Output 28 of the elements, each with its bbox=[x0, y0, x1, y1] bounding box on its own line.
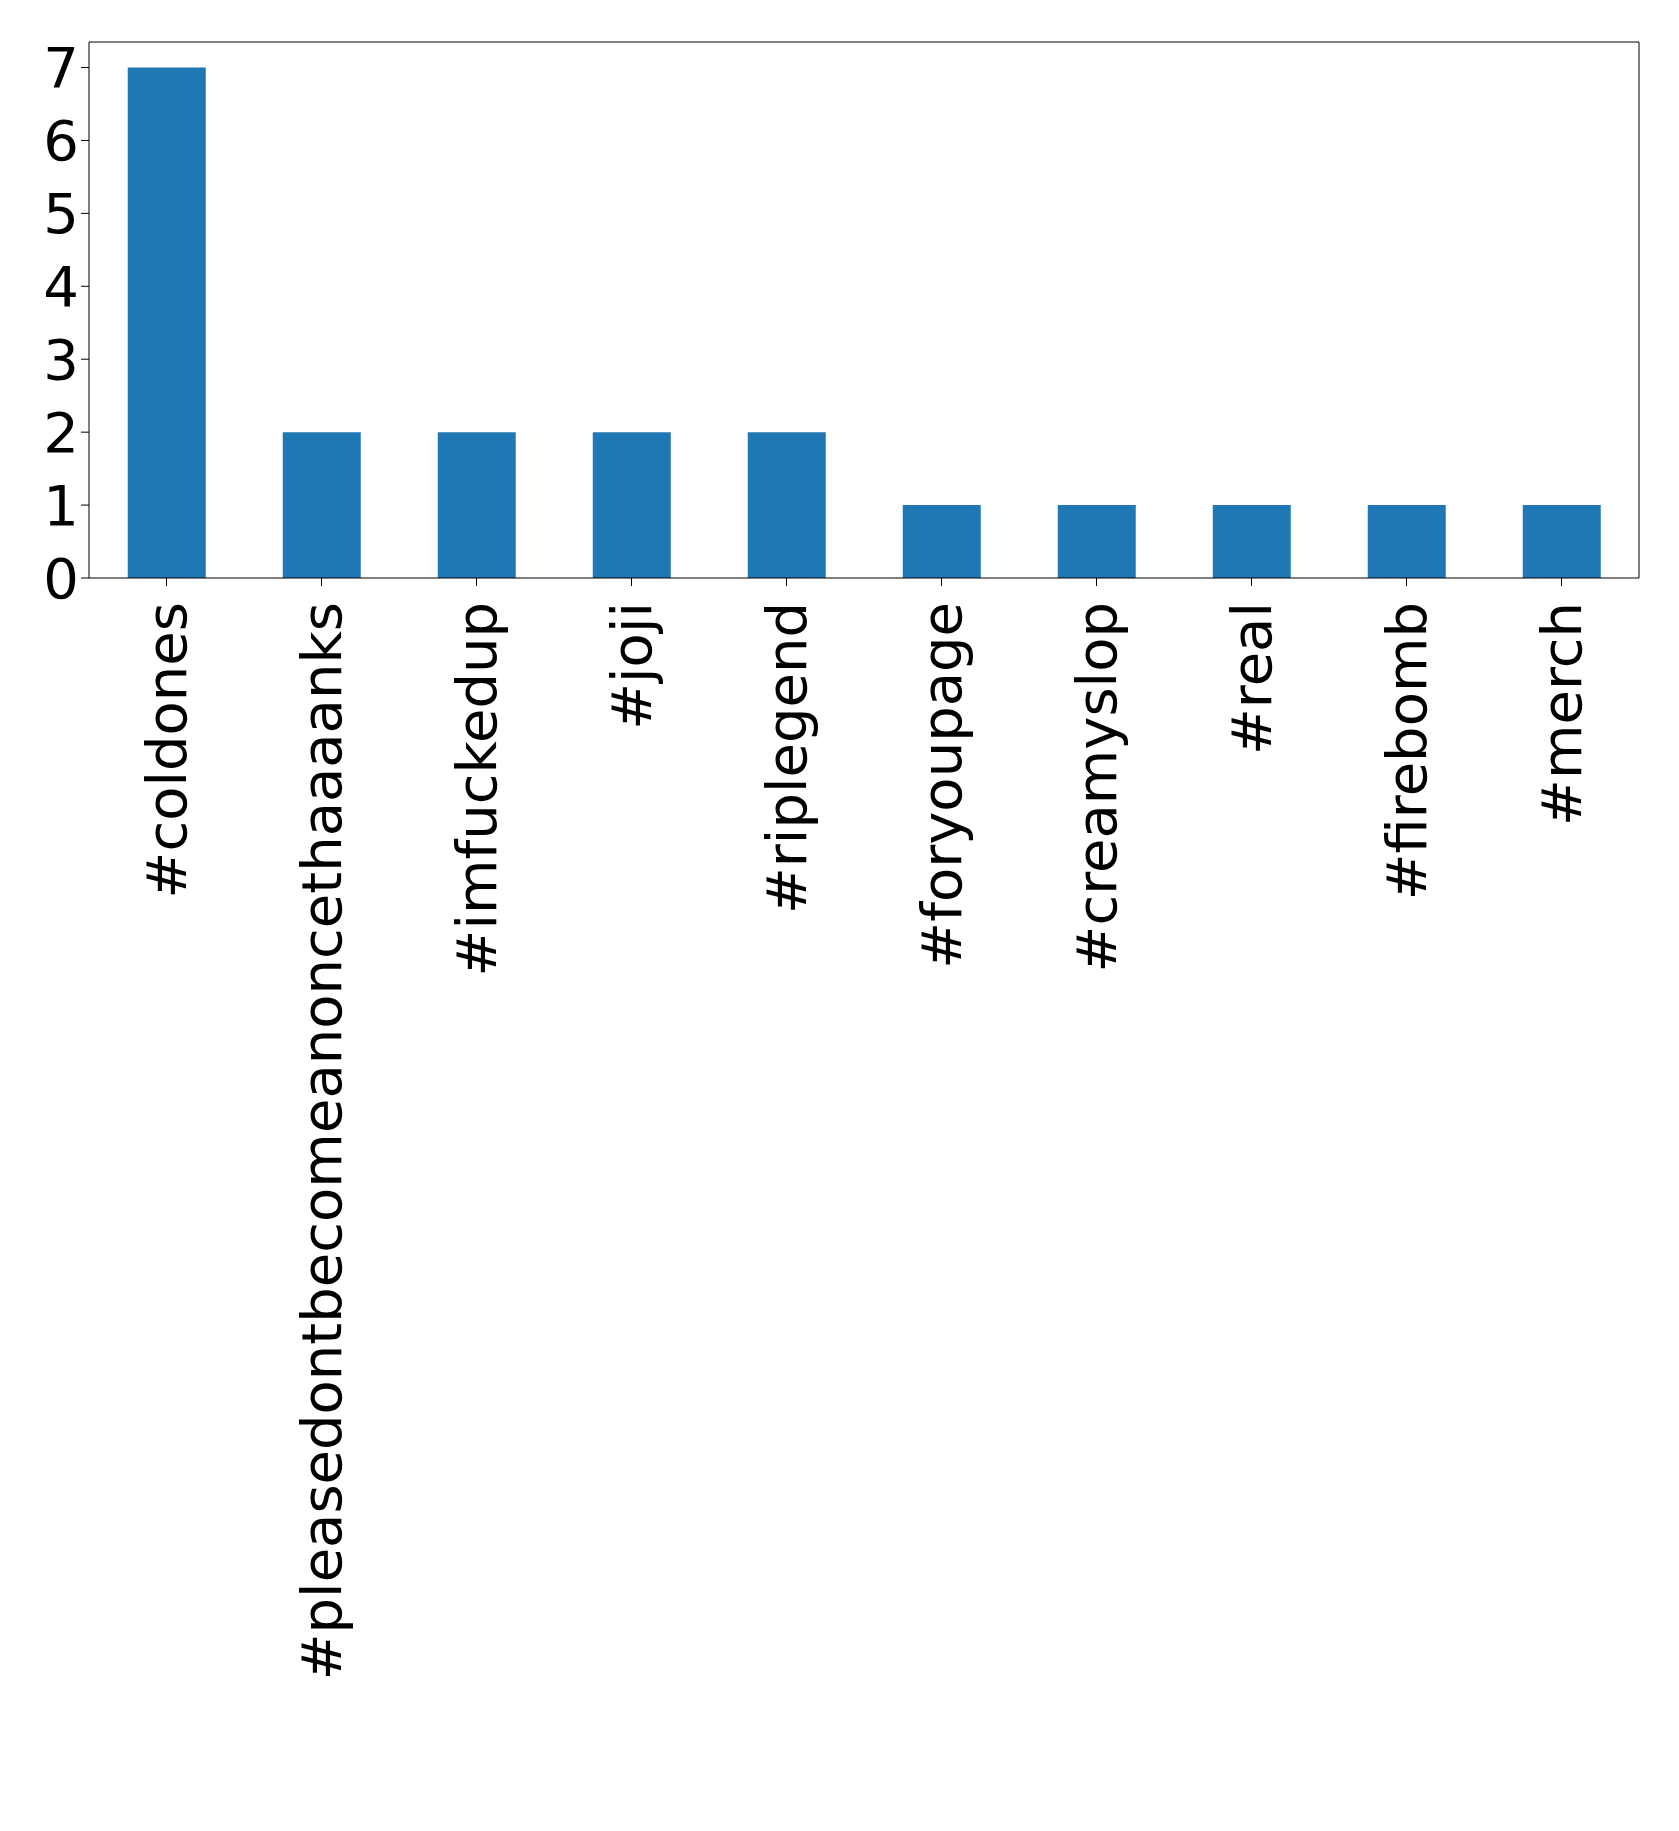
bar bbox=[1367, 505, 1446, 578]
bar bbox=[127, 67, 206, 578]
y-tick-label: 5 bbox=[43, 181, 79, 247]
bar bbox=[902, 505, 981, 578]
bar bbox=[747, 432, 826, 578]
x-tick-label: #joji bbox=[599, 602, 664, 730]
bar bbox=[282, 432, 361, 578]
x-tick-label: #creamyslop bbox=[1064, 602, 1129, 973]
bar bbox=[1057, 505, 1136, 578]
y-tick-label: 2 bbox=[43, 400, 79, 466]
bar bbox=[592, 432, 671, 578]
x-tick-label: #imfuckedup bbox=[444, 602, 509, 977]
bar bbox=[1522, 505, 1601, 578]
x-tick-label: #pleasedontbecomeanoncethaaaanks bbox=[289, 602, 354, 1681]
y-tick-label: 0 bbox=[43, 545, 79, 611]
y-tick-label: 7 bbox=[43, 35, 79, 101]
x-tick-label: #real bbox=[1219, 602, 1284, 756]
y-tick-label: 3 bbox=[43, 327, 79, 393]
x-tick-label: #riplegend bbox=[754, 602, 819, 915]
y-tick-label: 1 bbox=[43, 472, 79, 538]
y-tick-label: 6 bbox=[43, 108, 79, 174]
bar bbox=[1212, 505, 1291, 578]
y-tick-label: 4 bbox=[43, 254, 79, 320]
x-tick-label: #coldones bbox=[134, 602, 199, 899]
bar bbox=[437, 432, 516, 578]
x-tick-label: #foryoupage bbox=[909, 602, 974, 969]
x-tick-label: #merch bbox=[1529, 602, 1594, 826]
x-tick-label: #firebomb bbox=[1374, 602, 1439, 901]
